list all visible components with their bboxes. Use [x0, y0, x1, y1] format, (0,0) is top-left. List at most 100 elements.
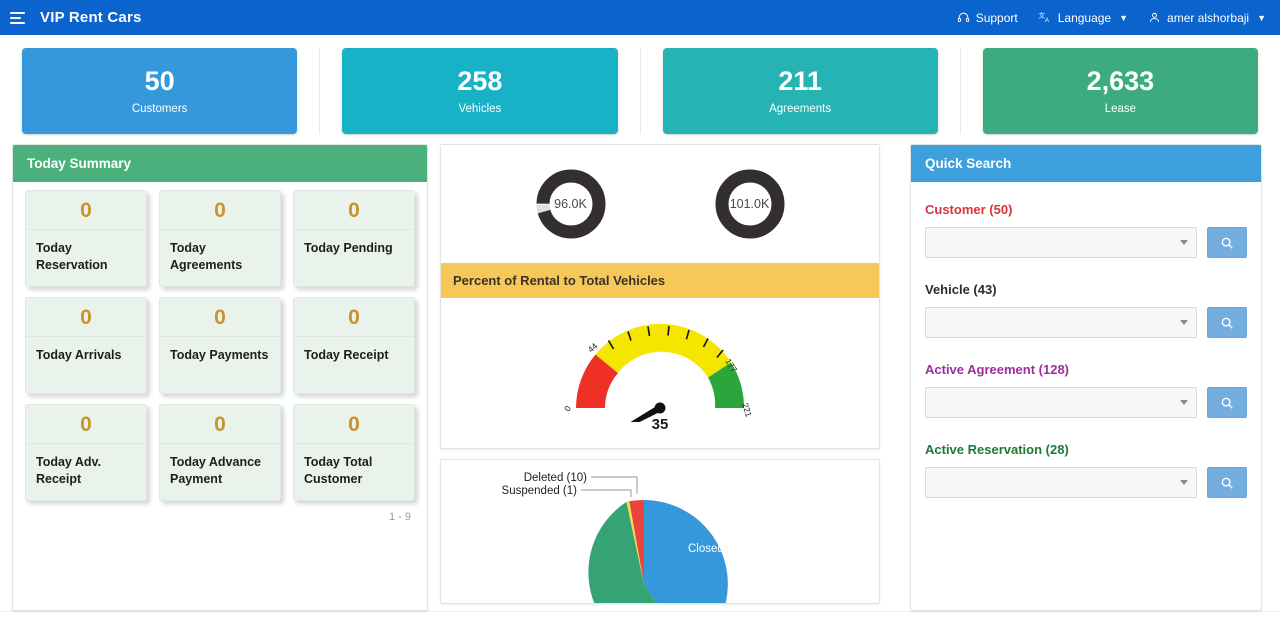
tile-value: 0	[348, 199, 360, 222]
quick-search-row	[925, 387, 1247, 418]
tile-value: 0	[214, 306, 226, 329]
chevron-down-icon	[1180, 240, 1188, 245]
kpi-value: 211	[778, 66, 822, 97]
kpi-card[interactable]: 50 Customers	[22, 48, 298, 134]
kpi-cell: 50 Customers	[0, 48, 321, 134]
chevron-down-icon: ▼	[1257, 12, 1266, 23]
kpi-label: Customers	[131, 102, 188, 115]
today-summary-column: Today Summary 0 Today Reservation 0 Today A…	[0, 134, 440, 611]
tile-divider	[26, 443, 146, 445]
language-label: Language	[1057, 10, 1112, 25]
tile-divider	[26, 229, 146, 231]
user-menu-button[interactable]: amer alshorbaji ▼	[1148, 11, 1266, 25]
kpi-cell: 2,633 Lease	[961, 48, 1280, 134]
today-summary-pager[interactable]: 1 - 9	[388, 511, 411, 523]
quick-search-button[interactable]	[1207, 227, 1247, 258]
quick-search-label: Active Agreement (128)	[925, 362, 1070, 377]
translate-icon: 文 A	[1038, 11, 1052, 24]
gauge-value-label: 35	[651, 416, 669, 433]
quick-search-button[interactable]	[1207, 467, 1247, 498]
headset-icon	[957, 11, 970, 24]
quick-search-row	[925, 467, 1247, 498]
quick-search-button[interactable]	[1207, 387, 1247, 418]
quick-search-button[interactable]	[1207, 307, 1247, 338]
kpi-card[interactable]: 211 Agreements	[662, 48, 938, 134]
kpi-label: Agreements	[769, 102, 832, 115]
today-summary-header: Today Summary	[13, 145, 427, 182]
quick-search-title: Quick Search	[925, 156, 1012, 171]
today-summary-tile[interactable]: 0 Today Adv. Receipt	[25, 404, 147, 501]
tile-divider	[294, 229, 414, 231]
tile-value: 0	[80, 199, 92, 222]
tile-value: 0	[80, 413, 92, 436]
dashboard-main: Today Summary 0 Today Reservation 0 Today A…	[0, 134, 1280, 611]
rental-percent-gauge[interactable]: 0 44 177 221 35	[441, 298, 879, 448]
kpi-summary-row: 50 Customers 258 Vehicles 211 Agreements 2,633…	[0, 35, 1280, 134]
svg-text:Active (128): Active (128)	[601, 603, 663, 604]
tile-label: Today Pending	[304, 241, 393, 256]
charts-column: 96.0K 101.0K Percent of Rental to Total …	[440, 134, 880, 611]
top-header-bar: VIP Rent Cars Support 文 A Language ▼	[0, 0, 1280, 35]
today-summary-tile[interactable]: 0 Today Total Customer	[293, 404, 415, 501]
tile-divider	[294, 336, 414, 338]
today-summary-tile[interactable]: 0 Today Advance Payment	[159, 404, 281, 501]
svg-text:0: 0	[562, 404, 573, 413]
support-button[interactable]: Support	[957, 11, 1018, 25]
today-summary-title: Today Summary	[27, 156, 132, 171]
user-icon	[1148, 11, 1161, 24]
chevron-down-icon: ▼	[1119, 12, 1129, 23]
tile-divider	[26, 336, 146, 338]
revenue-donut-2-label: 101.0K	[729, 197, 770, 211]
quick-search-group: Customer (50)	[925, 202, 1247, 258]
today-summary-tile[interactable]: 0 Today Payments	[159, 297, 281, 394]
quick-search-select[interactable]	[925, 467, 1197, 498]
tile-label: Today Total Customer	[304, 455, 373, 486]
kpi-value: 258	[457, 66, 503, 97]
quick-search-select[interactable]	[925, 387, 1197, 418]
tile-label: Today Arrivals	[36, 348, 122, 363]
hamburger-icon[interactable]	[10, 10, 30, 26]
today-summary-tiles: 0 Today Reservation 0 Today Agreements 0 Toda…	[13, 182, 427, 501]
tile-label: Today Payments	[170, 348, 269, 363]
today-summary-tile[interactable]: 0 Today Arrivals	[25, 297, 147, 394]
today-summary-tile[interactable]: 0 Today Agreements	[159, 190, 281, 287]
tile-divider	[294, 443, 414, 445]
kpi-card[interactable]: 258 Vehicles	[342, 48, 618, 134]
kpi-label: Lease	[1104, 102, 1137, 115]
quick-search-label: Vehicle (43)	[925, 282, 997, 297]
revenue-donut-1[interactable]: 96.0K	[533, 166, 609, 242]
gauge-title-bar: Percent of Rental to Total Vehicles	[441, 263, 879, 298]
today-summary-tile[interactable]: 0 Today Reservation	[25, 190, 147, 287]
svg-text:文: 文	[1038, 11, 1045, 20]
tile-value: 0	[348, 413, 360, 436]
kpi-cell: 258 Vehicles	[320, 48, 641, 134]
gauge-title-label: Percent of Rental to Total Vehicles	[453, 273, 666, 288]
quick-search-select[interactable]	[925, 227, 1197, 258]
tile-divider	[160, 229, 280, 231]
today-summary-tile[interactable]: 0 Today Pending	[293, 190, 415, 287]
kpi-label: Vehicles	[458, 102, 502, 115]
quick-search-column: Quick Search Customer (50) Vehicle (43) Ac…	[880, 134, 1280, 611]
tile-label: Today Agreements	[170, 241, 243, 272]
svg-text:Deleted (10): Deleted (10)	[524, 472, 587, 484]
kpi-value: 2,633	[1086, 66, 1155, 97]
tile-value: 0	[348, 306, 360, 329]
header-actions: Support 文 A Language ▼ amer alshorbaji ▼	[957, 11, 1266, 25]
tile-label: Today Reservation	[36, 241, 108, 272]
tile-label: Today Receipt	[304, 348, 389, 363]
quick-search-select[interactable]	[925, 307, 1197, 338]
svg-text:Suspended (1): Suspended (1)	[502, 485, 578, 497]
svg-text:221: 221	[740, 402, 754, 419]
quick-search-label: Customer (50)	[925, 202, 1013, 217]
revenue-donut-2[interactable]: 101.0K	[712, 166, 788, 242]
agreements-status-card: Deleted (10) Suspended (1) Closed (72) A…	[440, 459, 880, 604]
quick-search-panel: Quick Search Customer (50) Vehicle (43) Ac…	[910, 144, 1262, 611]
quick-search-header: Quick Search	[911, 145, 1261, 182]
language-button[interactable]: 文 A Language ▼	[1038, 11, 1128, 25]
chevron-down-icon	[1180, 320, 1188, 325]
kpi-card[interactable]: 2,633 Lease	[982, 48, 1258, 134]
quick-search-group: Active Reservation (28)	[925, 442, 1247, 498]
agreements-status-pie[interactable]: Deleted (10) Suspended (1) Closed (72) A…	[441, 464, 880, 604]
today-summary-tile[interactable]: 0 Today Receipt	[293, 297, 415, 394]
today-summary-panel: Today Summary 0 Today Reservation 0 Today A…	[12, 144, 428, 611]
